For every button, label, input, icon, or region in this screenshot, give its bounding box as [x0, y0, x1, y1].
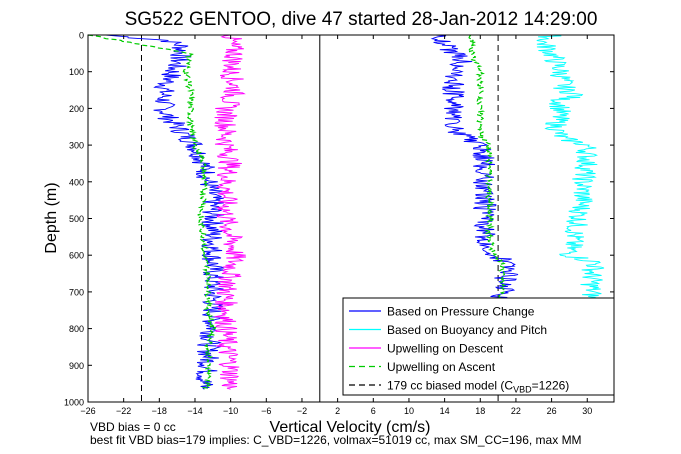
legend-box [342, 297, 615, 396]
legend-label-3: Upwelling on Ascent [387, 360, 496, 374]
x-tick-label-3: −14 [187, 406, 202, 416]
x-tick-label-12: 22 [511, 406, 521, 416]
x-tick-label-4: −10 [223, 406, 238, 416]
legend-label-1: Based on Buoyancy and Pitch [387, 323, 547, 337]
x-tick-label-14: 30 [582, 406, 592, 416]
y-tick-label-0: 0 [79, 31, 84, 41]
x-tick-label-9: 10 [404, 406, 414, 416]
best-fit-note: best fit VBD bias=179 implies: C_VBD=122… [90, 433, 582, 447]
series-1-trace-0 [536, 34, 605, 308]
x-tick-label-10: 14 [440, 406, 450, 416]
legend-label-0: Based on Pressure Change [387, 305, 535, 319]
y-axis-label: Depth (m) [43, 182, 60, 253]
y-tick-label-10: 1000 [64, 398, 84, 408]
x-axis-label: Vertical Velocity (cm/s) [270, 419, 431, 436]
y-tick-label-8: 800 [69, 324, 84, 334]
vbd-bias-note: VBD bias = 0 cc [90, 420, 176, 434]
x-tick-label-0: −26 [80, 406, 95, 416]
x-tick-label-1: −22 [116, 406, 131, 416]
x-tick-label-2: −18 [152, 406, 167, 416]
axis-layer: −26 −22 −18 −14 −10 −6 −2 2 6 10 14 18 22 26 300100200… [64, 31, 615, 416]
legend-label-4: 179 cc biased model (CVBD=1226) [387, 379, 569, 395]
series-0-trace-0 [105, 34, 225, 390]
legend: Based on Pressure Change Based on Buoyanc… [342, 297, 615, 396]
x-tick-label-7: 2 [335, 406, 340, 416]
y-tick-label-3: 300 [69, 141, 84, 151]
x-tick-label-11: 18 [475, 406, 485, 416]
y-tick-label-5: 500 [69, 214, 84, 224]
y-tick-label-7: 700 [69, 287, 84, 297]
x-tick-label-6: −2 [297, 406, 307, 416]
series-3-trace-0 [87, 34, 217, 390]
y-tick-label-4: 400 [69, 177, 84, 187]
x-tick-label-8: 6 [371, 406, 376, 416]
legend-label-2: Upwelling on Descent [387, 342, 504, 356]
y-tick-label-1: 100 [69, 67, 84, 77]
y-tick-label-2: 200 [69, 104, 84, 114]
series-2-trace-0 [214, 34, 247, 390]
y-tick-label-9: 900 [69, 361, 84, 371]
y-tick-label-6: 600 [69, 251, 84, 261]
x-tick-label-13: 26 [547, 406, 557, 416]
chart-title: SG522 GENTOO, dive 47 started 28-Jan-201… [125, 9, 598, 30]
x-tick-label-5: −6 [261, 406, 271, 416]
